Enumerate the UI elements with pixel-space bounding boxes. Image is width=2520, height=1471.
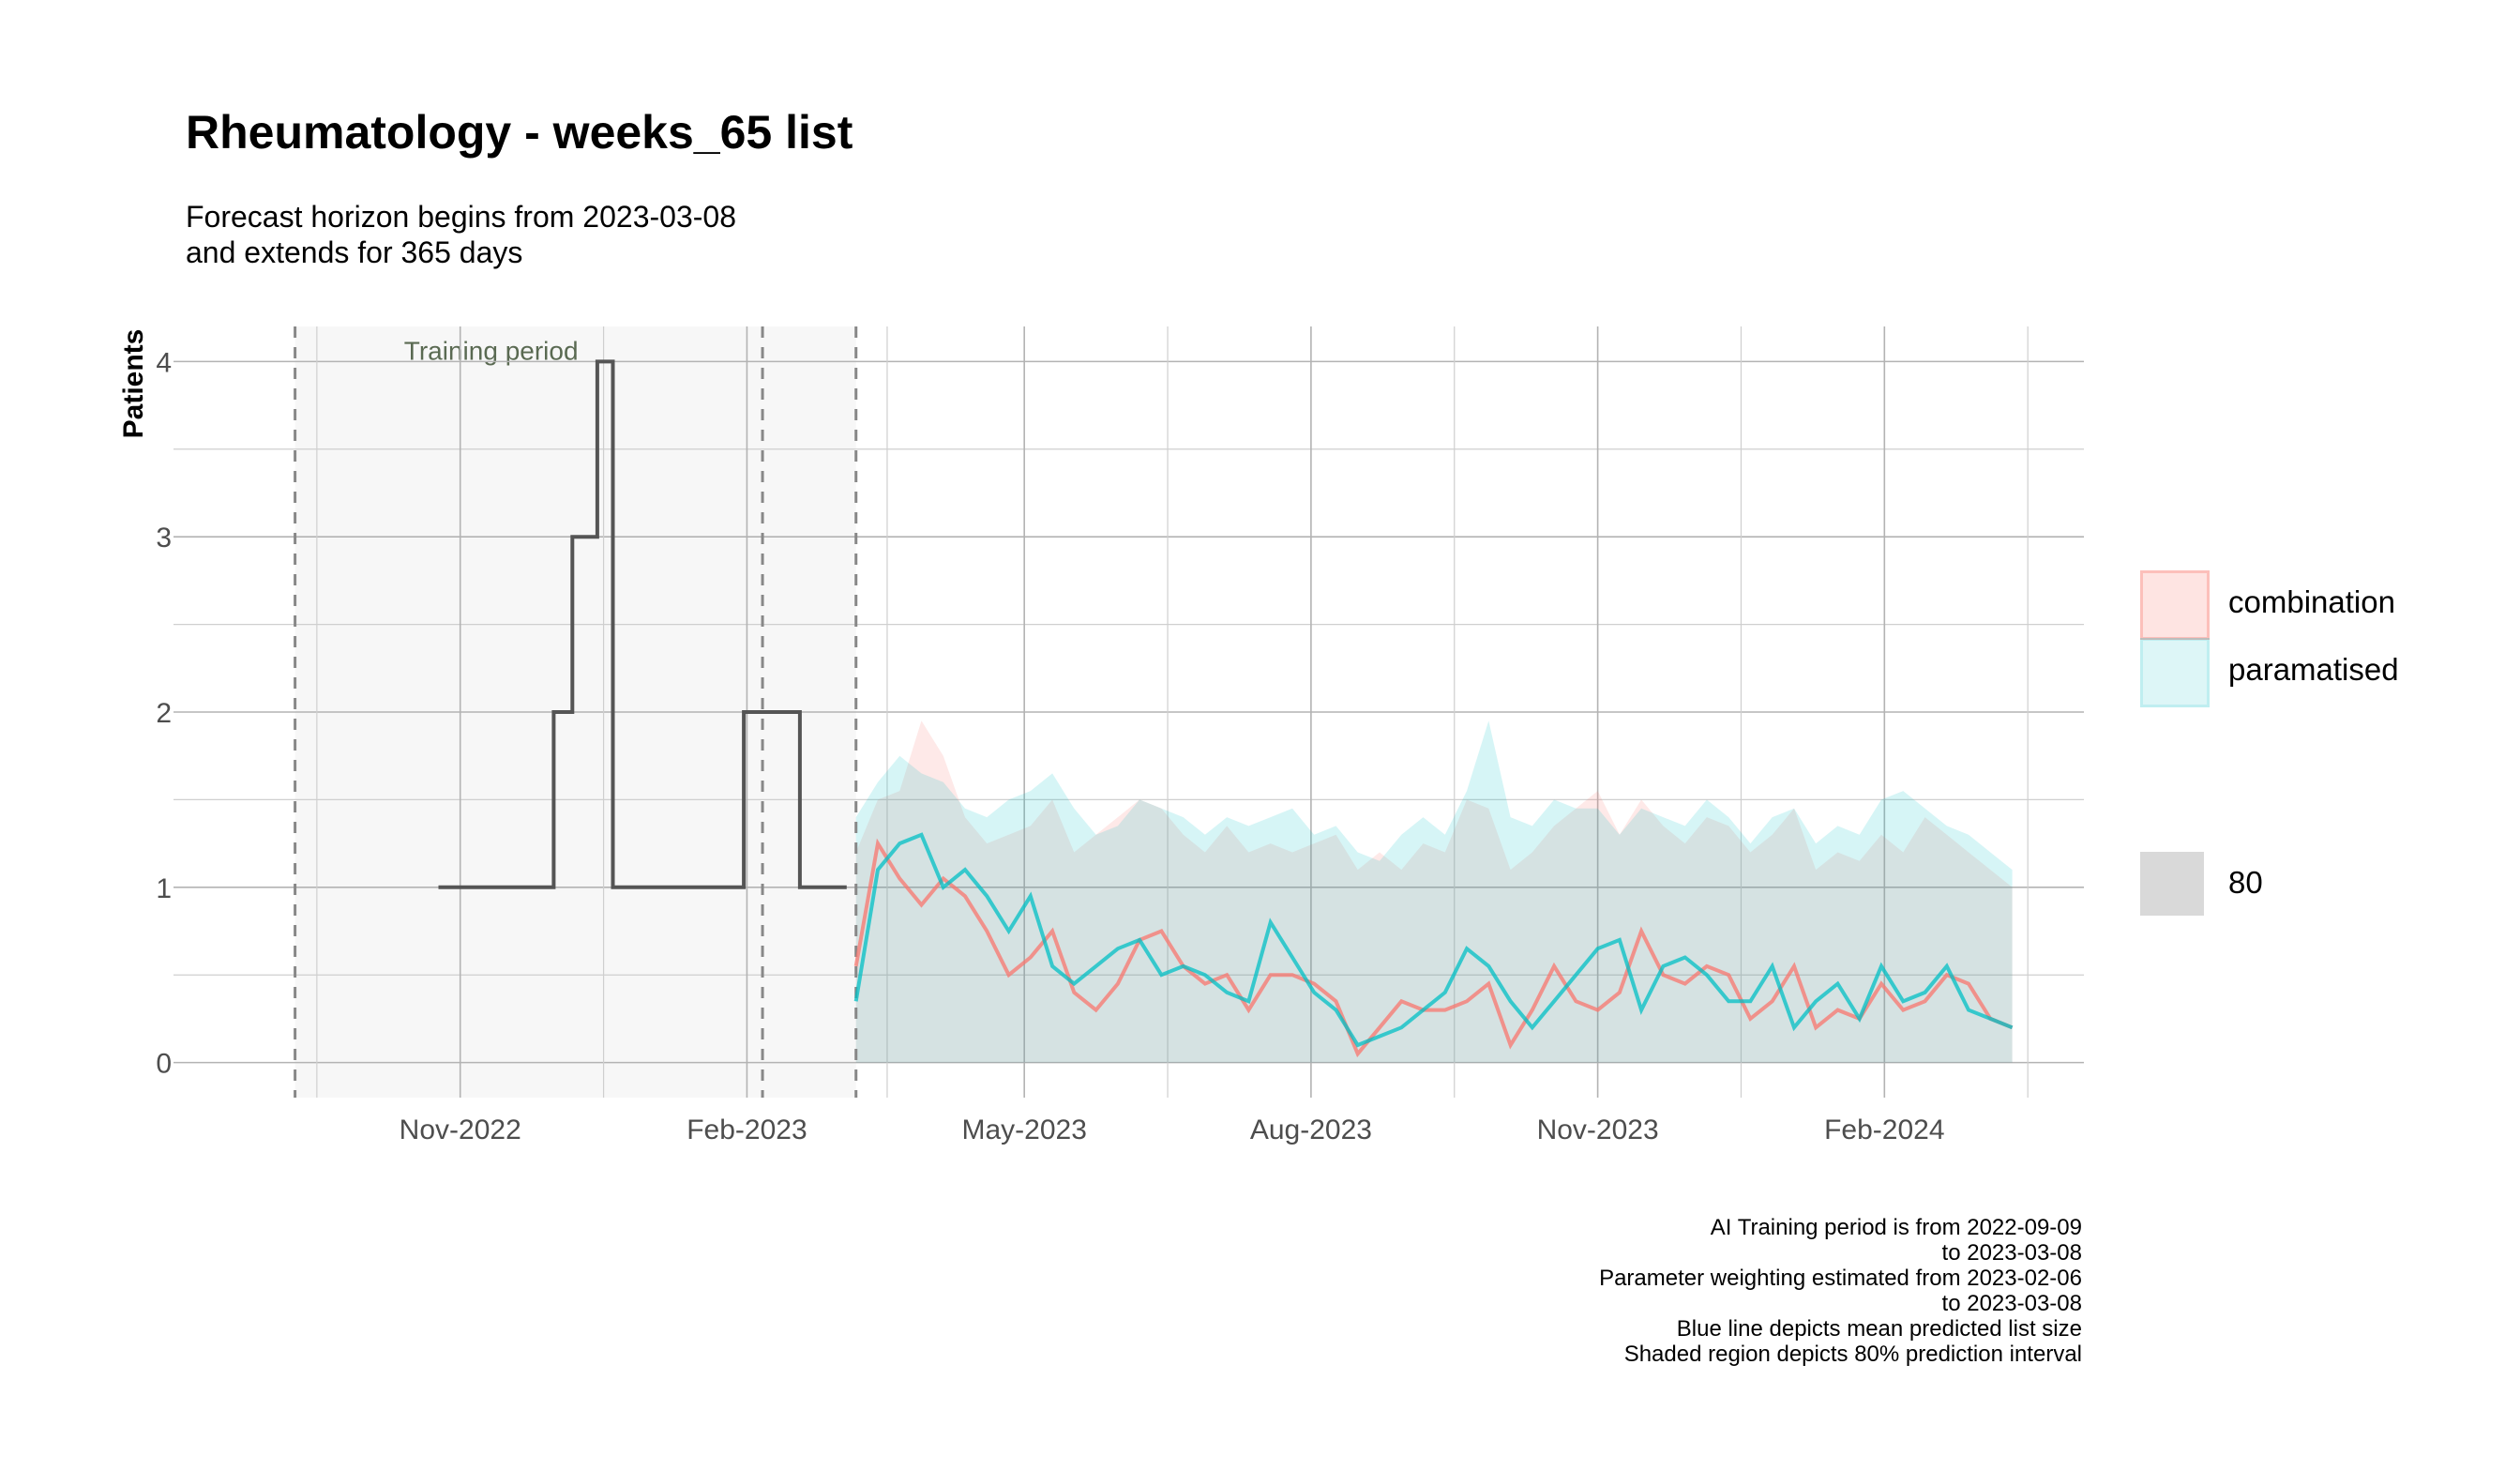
chart-title: Rheumatology - weeks_65 list: [186, 106, 853, 159]
x-tick-label: Nov-2023: [1537, 1115, 1659, 1145]
legend-key-combination: [2140, 570, 2210, 640]
prediction-band-combination: [855, 720, 2013, 1063]
y-tick-label: 0: [156, 1049, 172, 1080]
legend-key-paramatised: [2140, 638, 2210, 707]
x-tick-label: Nov-2022: [400, 1115, 521, 1145]
legend-label-paramatised: paramatised: [2228, 652, 2399, 687]
mean-line-combination: [853, 838, 2014, 1058]
legend-label-combination: combination: [2228, 584, 2395, 619]
chart-subtitle: Forecast horizon begins from 2023-03-08 …: [186, 200, 736, 269]
training-period-label: Training period: [404, 336, 579, 365]
prediction-band-paramatised: [855, 720, 2013, 1063]
chart-caption: AI Training period is from 2022-09-09 to…: [1599, 1215, 2082, 1367]
y-axis-label: Patients: [118, 329, 149, 439]
x-tick-label: Aug-2023: [1250, 1115, 1372, 1145]
x-tick-label: Feb-2024: [1824, 1115, 1944, 1145]
y-tick-label: 2: [156, 698, 172, 729]
y-tick-label: 3: [156, 523, 172, 554]
x-tick-label: May-2023: [961, 1115, 1086, 1145]
legend-key-interval-80: [2140, 852, 2204, 916]
legend-label-interval-80: 80: [2228, 865, 2263, 900]
observed-step-line: [438, 359, 847, 889]
y-tick-label: 1: [156, 873, 172, 904]
mean-line-paramatised: [853, 832, 2014, 1048]
x-tick-label: Feb-2023: [687, 1115, 807, 1145]
y-tick-label: 4: [156, 347, 172, 378]
